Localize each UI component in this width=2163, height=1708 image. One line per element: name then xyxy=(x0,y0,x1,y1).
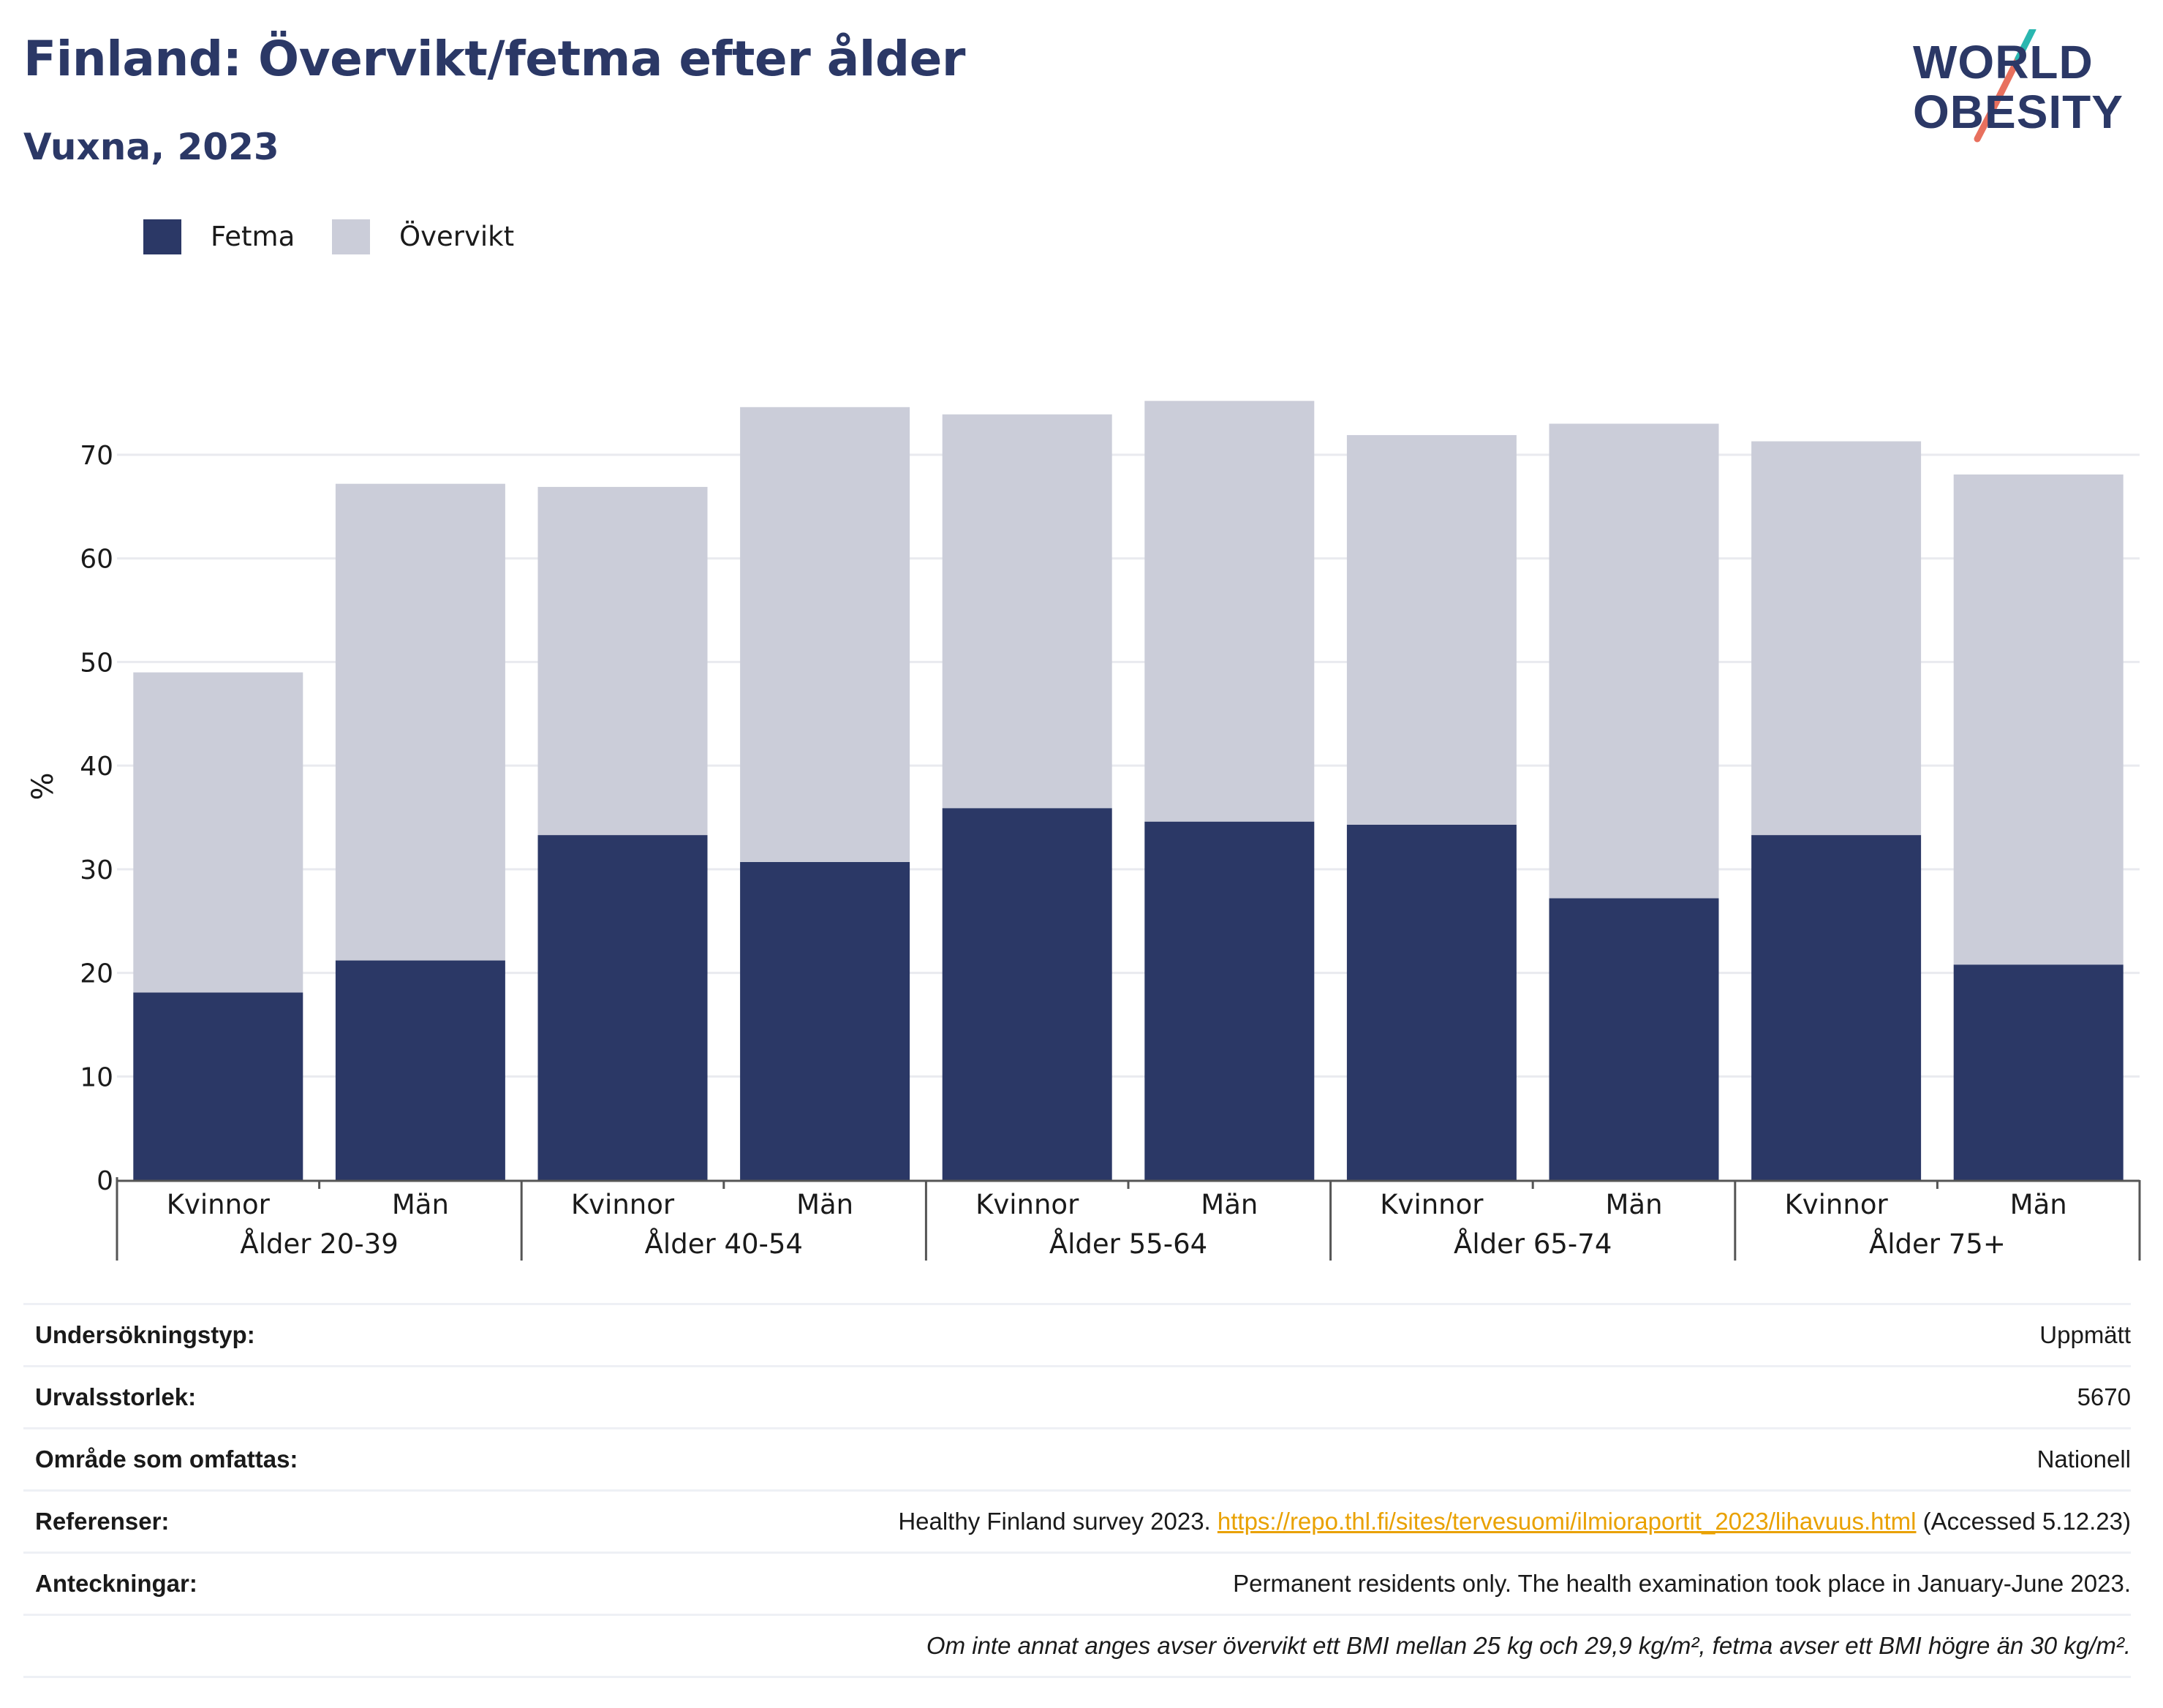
y-tick-label: 0 xyxy=(97,1166,113,1196)
world-obesity-logo: WORLD OBESITY xyxy=(1901,29,2150,154)
bar-overvikt xyxy=(1346,435,1517,825)
bar-overvikt xyxy=(1751,441,1922,836)
info-label: Anteckningar: xyxy=(35,1570,197,1597)
info-row-references: Referenser: Healthy Finland survey 2023.… xyxy=(23,1489,2131,1552)
bar-overvikt xyxy=(133,672,303,993)
bar-overvikt xyxy=(1549,423,1719,899)
bar-overvikt xyxy=(942,414,1112,809)
reference-text: Healthy Finland survey 2023. xyxy=(898,1508,1218,1535)
info-row-survey-type: Undersökningstyp: Uppmätt xyxy=(23,1303,2131,1365)
legend-swatch-overvikt xyxy=(332,219,370,254)
info-value: 5670 xyxy=(2077,1383,2131,1410)
info-value: Permanent residents only. The health exa… xyxy=(1233,1570,2131,1597)
info-label: Referenser: xyxy=(35,1508,170,1535)
bar-fetma xyxy=(1953,964,2124,1180)
chart-subtitle: Vuxna, 2023 xyxy=(23,126,279,168)
x-tick-label: Män xyxy=(1201,1189,1258,1220)
y-tick-label: 70 xyxy=(80,441,113,471)
reference-accessed: (Accessed 5.12.23) xyxy=(1916,1508,2131,1535)
bar-fetma xyxy=(537,835,708,1180)
info-label: Område som omfattas: xyxy=(35,1446,298,1473)
info-value: Uppmätt xyxy=(2039,1321,2131,1348)
bar-fetma xyxy=(133,992,303,1180)
info-table: Undersökningstyp: Uppmätt Urvalsstorlek:… xyxy=(23,1303,2131,1678)
info-label: Urvalsstorlek: xyxy=(35,1383,197,1410)
x-tick-label: Kvinnor xyxy=(1380,1189,1484,1220)
x-tick-label: Kvinnor xyxy=(571,1189,675,1220)
x-tick-label: Män xyxy=(1605,1189,1662,1220)
bar-overvikt xyxy=(537,486,708,836)
x-tick-label: Män xyxy=(796,1189,853,1220)
logo-line1: WORLD xyxy=(1913,36,2094,88)
bar-overvikt xyxy=(1953,474,2124,965)
info-label: Undersökningstyp: xyxy=(35,1321,255,1348)
y-tick-label: 30 xyxy=(80,855,113,885)
y-tick-label: 60 xyxy=(80,545,113,575)
x-tick-label: Män xyxy=(392,1189,449,1220)
bar-fetma xyxy=(1549,898,1719,1180)
bar-fetma xyxy=(740,861,910,1180)
legend-swatch-fetma xyxy=(143,219,181,254)
x-tick-label: Kvinnor xyxy=(975,1189,1079,1220)
logo-line2: OBESITY xyxy=(1913,86,2124,138)
info-row-notes: Anteckningar: Permanent residents only. … xyxy=(23,1552,2131,1614)
group-label: Ålder 75+ xyxy=(1869,1228,2006,1260)
logo-slash-icon xyxy=(1974,29,2036,143)
y-tick-label: 10 xyxy=(80,1062,113,1092)
y-tick-label: 20 xyxy=(80,959,113,989)
group-label: Ålder 55-64 xyxy=(1049,1228,1207,1260)
bar-fetma xyxy=(1751,835,1922,1180)
bar-fetma xyxy=(1144,821,1315,1180)
bar-overvikt xyxy=(335,483,505,961)
chart-title: Finland: Övervikt/fetma efter ålder xyxy=(23,31,965,87)
stacked-bar-chart: 0 10 20 30 40 50 60 70% Kvinnor Män Kvinnor Män Kvin… xyxy=(26,401,2141,1261)
info-value: Nationell xyxy=(2036,1446,2131,1473)
bar-fetma xyxy=(335,960,505,1180)
info-row-sample-size: Urvalsstorlek: 5670 xyxy=(23,1365,2131,1427)
group-label: Ålder 40-54 xyxy=(645,1228,803,1260)
bar-overvikt xyxy=(740,407,910,862)
x-tick-label: Kvinnor xyxy=(1784,1189,1888,1220)
y-tick-label: 50 xyxy=(80,648,113,678)
info-value-references: Healthy Finland survey 2023. https://rep… xyxy=(898,1492,2131,1552)
legend-label-overvikt: Övervikt xyxy=(399,221,515,252)
y-tick-label: 40 xyxy=(80,752,113,782)
legend-label-fetma: Fetma xyxy=(211,221,295,252)
bmi-footnote: Om inte annat anges avser övervikt ett B… xyxy=(926,1632,2131,1659)
bar-fetma xyxy=(1346,824,1517,1180)
reference-link[interactable]: https://repo.thl.fi/sites/tervesuomi/ilm… xyxy=(1217,1508,1917,1535)
y-axis-label: % xyxy=(26,772,60,800)
info-row-footnote: Om inte annat anges avser övervikt ett B… xyxy=(23,1614,2131,1678)
group-label: Ålder 20-39 xyxy=(240,1228,398,1260)
info-row-coverage: Område som omfattas: Nationell xyxy=(23,1427,2131,1489)
bar-overvikt xyxy=(1144,401,1315,822)
group-label: Ålder 65-74 xyxy=(1454,1228,1612,1260)
x-tick-label: Kvinnor xyxy=(167,1189,271,1220)
x-tick-label: Män xyxy=(2010,1189,2067,1220)
bar-fetma xyxy=(942,808,1112,1180)
